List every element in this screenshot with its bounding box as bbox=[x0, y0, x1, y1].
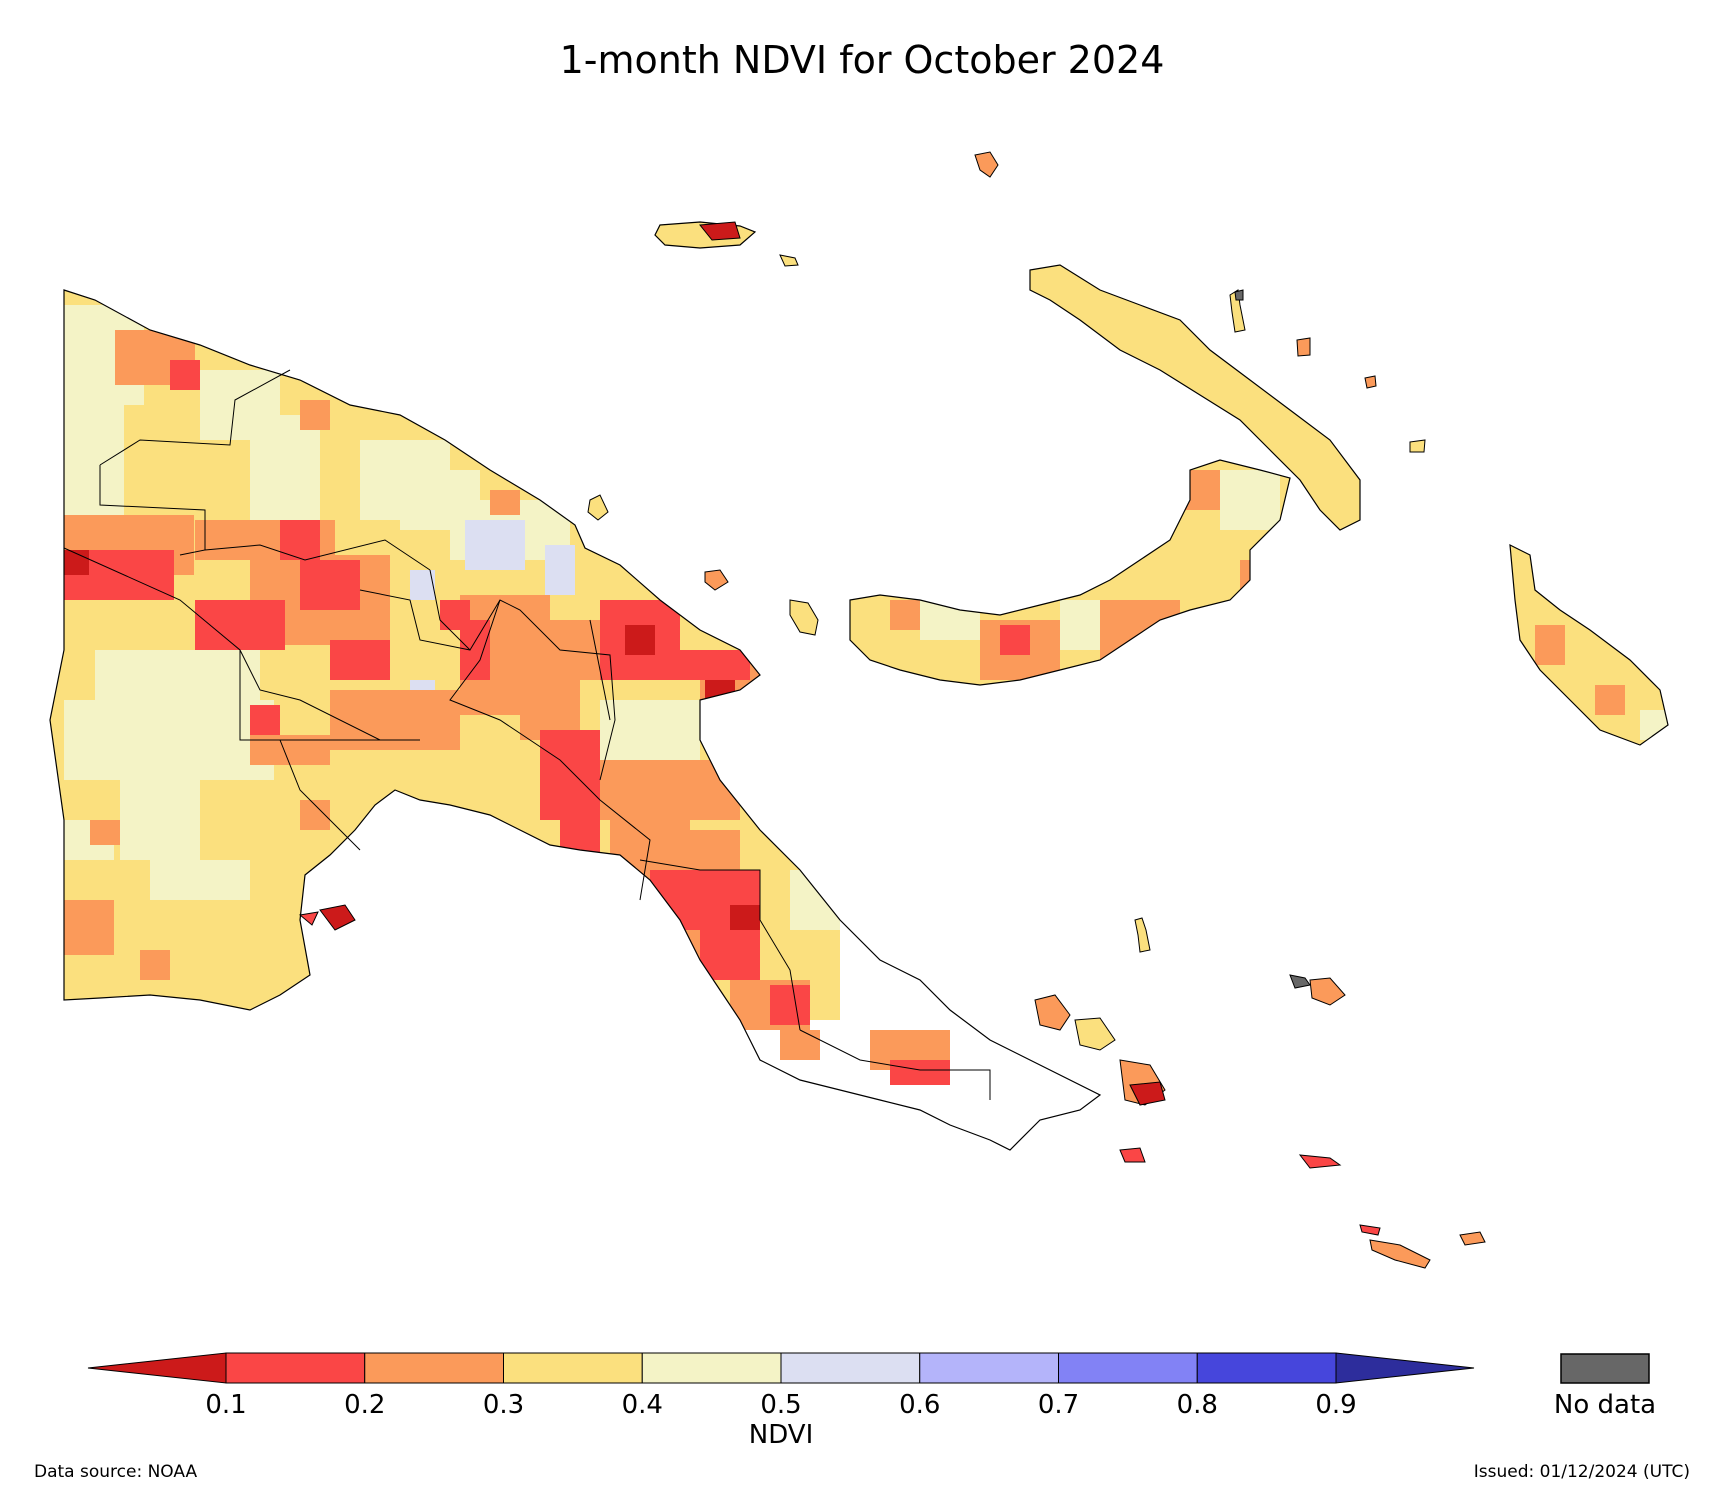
small-islands bbox=[587, 151, 1486, 1269]
colorbar-tick-label: 0.5 bbox=[760, 1390, 801, 1420]
colorbar-tick-labels: 0.1 0.2 0.3 0.4 0.5 0.6 0.7 0.8 0.9 bbox=[205, 1390, 1356, 1420]
new-britain-coastline bbox=[849, 459, 1291, 686]
no-data-swatch bbox=[1560, 1353, 1650, 1384]
bougainville-raster bbox=[1510, 545, 1668, 745]
province-boundaries bbox=[63, 369, 991, 1100]
colorbar-tick-label: 0.9 bbox=[1315, 1390, 1356, 1420]
mainland-coastline bbox=[49, 289, 1102, 1151]
colorbar-bin bbox=[1058, 1352, 1198, 1384]
colorbar-bin bbox=[503, 1352, 643, 1384]
colorbar-bin bbox=[364, 1352, 504, 1384]
colorbar-under-triangle bbox=[87, 1352, 227, 1384]
data-source: Data source: NOAA bbox=[34, 1462, 198, 1482]
colorbar-tick-label: 0.1 bbox=[205, 1390, 246, 1420]
new-ireland-coastline bbox=[1029, 264, 1361, 531]
manus-dark-red-cell bbox=[699, 221, 741, 241]
colorbar-tick-label: 0.7 bbox=[1038, 1390, 1079, 1420]
new-britain-raster bbox=[850, 460, 1290, 685]
colorbar-tick-label: 0.2 bbox=[344, 1390, 385, 1420]
no-data-label: No data bbox=[1554, 1390, 1656, 1420]
colorbar-bin bbox=[1196, 1352, 1337, 1384]
ndvi-colorbar: 0.1 0.2 0.3 0.4 0.5 0.6 0.7 0.8 0.9 NDVI No data bbox=[87, 1352, 1656, 1450]
colorbar-label: NDVI bbox=[749, 1420, 813, 1450]
page-title: 1-month NDVI for October 2024 bbox=[559, 38, 1165, 82]
colorbar-tick-label: 0.4 bbox=[622, 1390, 663, 1420]
colorbar-bins bbox=[225, 1352, 1337, 1384]
colorbar-bin bbox=[780, 1352, 921, 1384]
colorbar-bin bbox=[225, 1352, 366, 1384]
issued-date: Issued: 01/12/2024 (UTC) bbox=[1473, 1462, 1690, 1482]
ndvi-map bbox=[49, 151, 1669, 1269]
colorbar-over-triangle bbox=[1335, 1352, 1475, 1384]
colorbar-bin bbox=[919, 1352, 1059, 1384]
colorbar-bin bbox=[641, 1352, 782, 1384]
colorbar-tick-label: 0.3 bbox=[483, 1390, 524, 1420]
colorbar-tick-label: 0.8 bbox=[1177, 1390, 1218, 1420]
bougainville-coastline bbox=[1509, 543, 1669, 746]
colorbar-tick-label: 0.6 bbox=[899, 1390, 940, 1420]
mainland-raster bbox=[50, 290, 950, 1085]
